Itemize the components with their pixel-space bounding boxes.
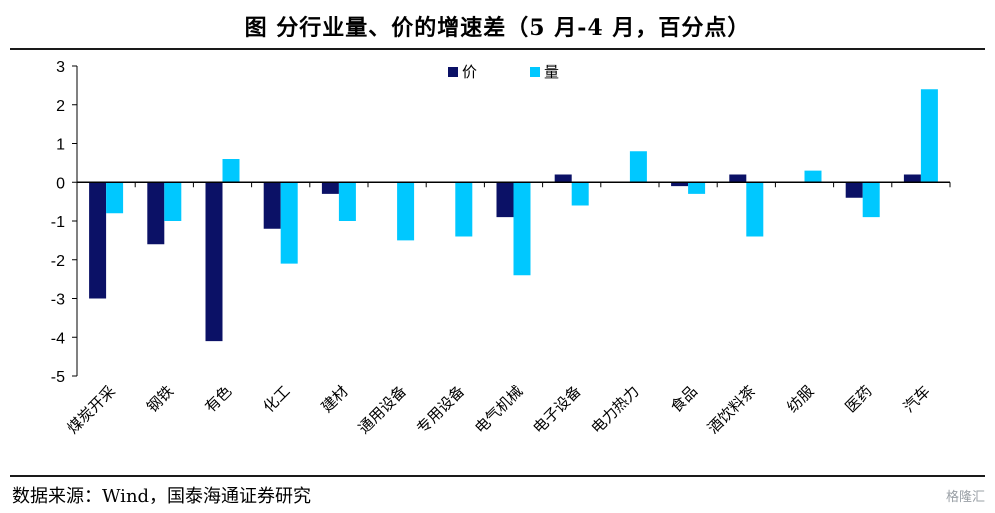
category-label: 电子设备 <box>529 382 584 437</box>
legend-swatch <box>530 67 540 77</box>
bar-price <box>554 174 572 183</box>
y-tick-label: -3 <box>51 292 65 309</box>
y-tick-label: -4 <box>51 330 65 347</box>
bar-price <box>671 182 689 187</box>
bar-price <box>496 182 514 218</box>
category-label: 电力热力 <box>588 382 643 437</box>
category-label: 钢铁 <box>143 382 177 416</box>
legend-label: 价 <box>462 63 477 81</box>
bar-price <box>89 182 107 299</box>
bar-volume <box>455 182 473 237</box>
bar-volume <box>804 170 822 183</box>
category-label: 专用设备 <box>413 382 468 437</box>
category-label: 医药 <box>842 382 876 416</box>
source-note: 数据来源：Wind，国泰海通证券研究 <box>12 486 312 507</box>
bar-volume <box>746 182 764 237</box>
y-tick-label: -5 <box>51 369 65 386</box>
category-label: 汽车 <box>900 382 934 416</box>
legend-swatch <box>448 67 458 77</box>
category-label: 纺服 <box>783 382 817 416</box>
y-tick-label: 3 <box>56 59 65 76</box>
category-label: 建材 <box>318 382 352 416</box>
bar-price <box>729 174 747 183</box>
chart-title: 图 分行业量、价的增速差（5 月-4 月，百分点） <box>244 15 751 41</box>
category-label: 通用设备 <box>355 382 410 437</box>
bar-volume <box>920 89 938 183</box>
y-tick-label: -2 <box>51 253 65 270</box>
y-tick-label: 1 <box>56 137 65 154</box>
category-label: 化工 <box>260 382 294 416</box>
bottom-divider <box>10 475 985 477</box>
category-label: 食品 <box>667 382 701 416</box>
y-tick-label: -1 <box>51 214 65 231</box>
bar-volume <box>338 182 356 221</box>
bar-price <box>903 174 921 183</box>
bar-volume <box>280 182 298 264</box>
y-tick-label: 2 <box>56 98 65 115</box>
watermark: 格隆汇 <box>945 490 985 505</box>
bar-price <box>263 182 281 229</box>
category-label: 电气机械 <box>471 382 526 437</box>
bar-volume <box>106 182 124 214</box>
category-label: 煤炭开采 <box>64 382 119 437</box>
bar-volume <box>688 182 706 194</box>
category-label: 有色 <box>201 382 235 416</box>
bar-price <box>205 182 223 342</box>
top-divider <box>10 48 985 50</box>
y-tick-label: 0 <box>56 175 65 192</box>
bar-price <box>321 182 339 194</box>
bar-volume <box>513 182 531 276</box>
category-label: 酒饮料茶 <box>704 382 759 437</box>
bar-price <box>147 182 165 245</box>
bar-volume <box>571 182 589 206</box>
bar-volume <box>629 151 647 183</box>
bar-volume <box>397 182 415 241</box>
bar-volume <box>222 159 240 183</box>
bar-volume <box>164 182 182 221</box>
bar-volume <box>862 182 880 218</box>
legend-label: 量 <box>544 63 559 81</box>
bar-price <box>845 182 863 198</box>
